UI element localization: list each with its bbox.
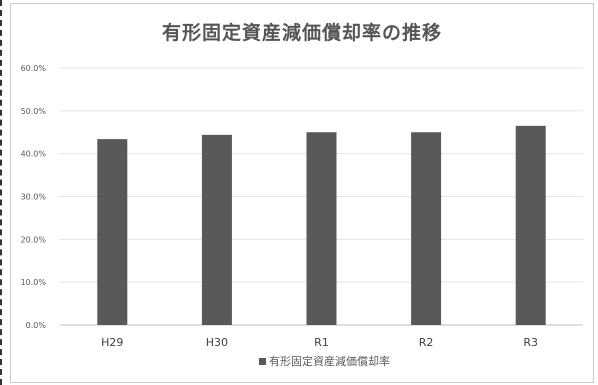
y-tick-label: 20.0% — [21, 235, 47, 244]
y-tick-label: 0.0% — [26, 321, 47, 330]
y-tick-label: 60.0% — [21, 64, 47, 73]
x-tick-label: H29 — [101, 336, 123, 349]
chart-title: 有形固定資産減価償却率の推移 — [161, 22, 442, 44]
y-tick-label: 40.0% — [21, 150, 47, 159]
x-tick-label: H30 — [206, 336, 228, 349]
left-border-rule — [0, 0, 3, 385]
legend-label: 有形固定資産減価償却率 — [269, 354, 390, 368]
y-tick-label: 30.0% — [21, 193, 47, 202]
bar — [411, 132, 442, 325]
bar — [306, 132, 337, 325]
legend-swatch — [259, 358, 266, 365]
bar — [515, 125, 546, 325]
bar — [201, 134, 232, 325]
y-tick-label: 50.0% — [21, 107, 47, 116]
x-tick-label: R2 — [419, 336, 434, 349]
x-tick-label: R3 — [523, 336, 538, 349]
y-tick-label: 10.0% — [21, 278, 47, 287]
x-tick-label: R1 — [314, 336, 329, 349]
bar — [97, 139, 128, 325]
